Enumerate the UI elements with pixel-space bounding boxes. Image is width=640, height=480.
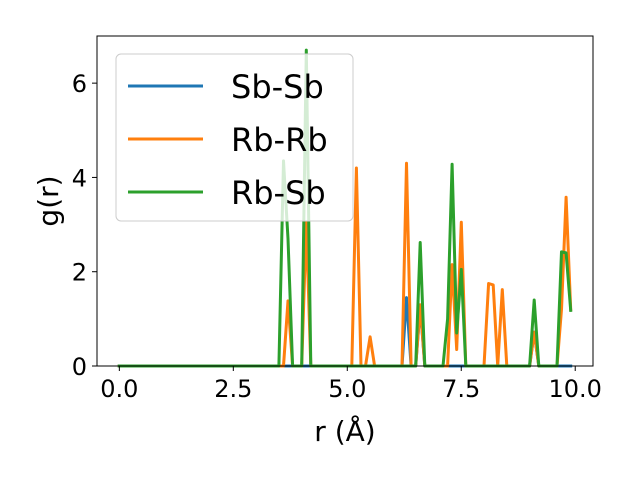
y-tick-label: 6 [72, 70, 87, 98]
y-tick-label: 0 [72, 353, 87, 381]
x-tick-label: 5.0 [328, 375, 366, 403]
plot-frame [96, 35, 594, 367]
y-tick-label: 2 [72, 259, 87, 287]
x-axis-ticks: 0.0 2.5 5.0 7.5 10.0 [100, 366, 602, 403]
x-tick-label: 7.5 [442, 375, 480, 403]
x-axis-label: r (Å) [314, 414, 375, 448]
x-tick-label: 10.0 [549, 375, 602, 403]
x-tick-label: 0.0 [100, 375, 138, 403]
legend-label-rb-sb: Rb-Sb [231, 174, 326, 212]
legend-box [115, 53, 354, 222]
legend-label-sb-sb: Sb-Sb [231, 68, 324, 106]
y-axis-ticks: 0 2 4 6 [72, 70, 97, 381]
x-tick-label: 2.5 [214, 375, 252, 403]
legend-label-rb-rb: Rb-Rb [231, 121, 328, 159]
legend: Sb-Sb Rb-Rb Rb-Sb [115, 53, 354, 222]
y-tick-label: 4 [72, 164, 87, 192]
y-axis-label: g(r) [32, 175, 65, 226]
